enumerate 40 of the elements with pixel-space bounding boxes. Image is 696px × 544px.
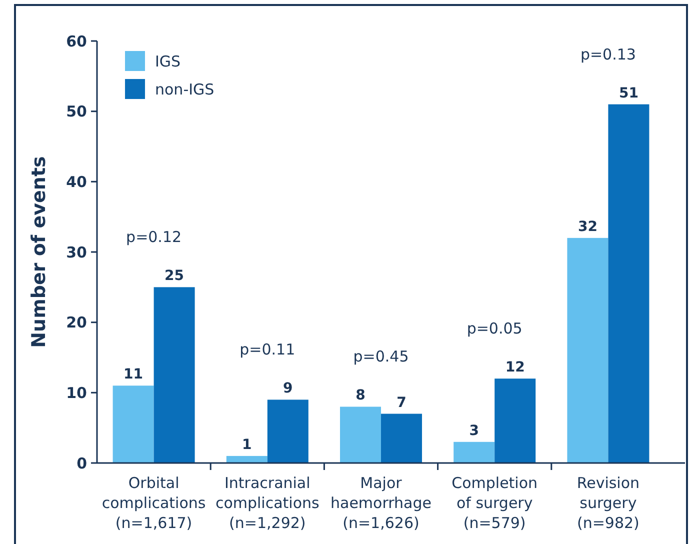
bar	[112, 386, 154, 463]
x-tick-label: Intracranial complications (n=1,292)	[215, 474, 320, 532]
annotation: p=0.13	[580, 45, 636, 64]
data-label: 11	[124, 366, 144, 383]
x-tick-label: Orbital complications (n=1,617)	[102, 474, 206, 532]
x-tick-label: Revision surgery (n=982)	[576, 474, 640, 532]
bar	[340, 406, 381, 463]
y-tick-label: 50	[66, 102, 87, 121]
annotation: p=0.45	[353, 348, 409, 366]
y-tick-label: 40	[66, 172, 87, 191]
y-axis-title: Number of events	[28, 156, 50, 348]
y-tick-label: 0	[76, 454, 87, 472]
data-label: 9	[283, 380, 293, 397]
y-tick-label: 30	[66, 243, 87, 262]
annotation: p=0.11	[240, 340, 296, 359]
y-tick-label: 60	[66, 32, 87, 50]
data-label: 32	[578, 218, 598, 235]
data-label: 8	[356, 388, 366, 404]
data-label: 1	[242, 436, 252, 453]
data-label: 25	[164, 268, 184, 284]
bar	[381, 414, 422, 463]
y-tick-label: 10	[66, 384, 87, 402]
bar	[226, 456, 268, 463]
x-tick-label: Major haemorrhage (n=1,626)	[330, 474, 432, 532]
data-label: 51	[618, 85, 638, 102]
bar	[454, 442, 495, 463]
data-label: 12	[505, 360, 525, 376]
y-tick-label: 20	[66, 314, 87, 332]
bar	[494, 378, 536, 463]
legend-label: non-IGS	[155, 80, 214, 98]
bar	[267, 400, 308, 463]
bar	[154, 287, 195, 463]
annotation: p=0.05	[466, 320, 522, 338]
data-label: 3	[469, 422, 479, 439]
annotation: p=0.12	[126, 228, 182, 246]
bar	[567, 238, 608, 463]
x-tick-label: Completion of surgery (n=579)	[452, 474, 538, 532]
bar	[608, 104, 650, 463]
legend-label: IGS	[155, 52, 181, 70]
data-label: 7	[396, 394, 406, 411]
